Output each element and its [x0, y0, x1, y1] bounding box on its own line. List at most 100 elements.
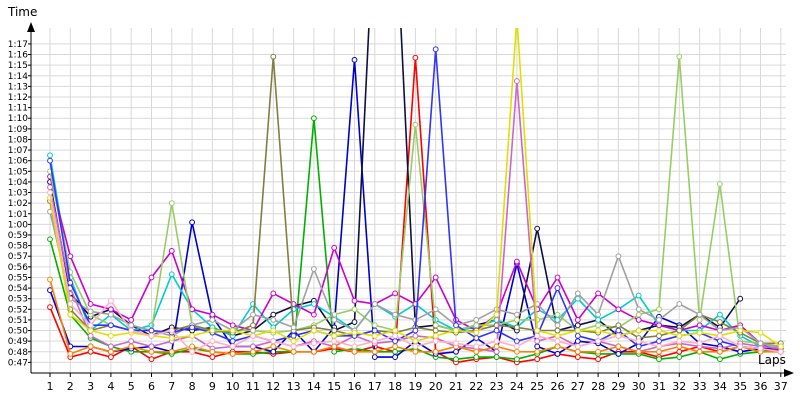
- data-point: [270, 317, 277, 323]
- y-tick-label: 1:16: [8, 51, 28, 61]
- data-point: [148, 332, 155, 339]
- data-point: [615, 343, 622, 350]
- data-point: [534, 348, 541, 355]
- data-point: [412, 343, 419, 350]
- data-point: [635, 317, 642, 323]
- data-point: [229, 343, 236, 350]
- y-tick-label: 0:53: [8, 295, 28, 305]
- y-tick-label: 0:48: [8, 348, 28, 358]
- data-point: [656, 343, 662, 350]
- data-point: [311, 327, 317, 334]
- y-tick-label: 0:59: [8, 231, 28, 241]
- y-tick-label: 0:54: [8, 284, 28, 294]
- y-tick-label: 0:52: [8, 305, 28, 315]
- data-point: [209, 338, 216, 345]
- x-tick-label: 14: [307, 380, 321, 393]
- data-point: [351, 348, 358, 355]
- x-tick-label: 31: [652, 380, 666, 393]
- data-point: [534, 332, 541, 339]
- data-point: [574, 327, 581, 334]
- data-point: [87, 308, 94, 315]
- x-tick-label: 22: [469, 380, 483, 393]
- data-point: [615, 253, 622, 260]
- data-point: [493, 354, 500, 360]
- data-point: [493, 327, 500, 334]
- data-point: [737, 295, 744, 302]
- data-point: [108, 306, 114, 313]
- data-point: [331, 338, 338, 345]
- data-point: [717, 181, 723, 187]
- data-point: [717, 348, 723, 355]
- data-point: [371, 332, 378, 339]
- data-point: [371, 322, 378, 329]
- data-point: [87, 343, 94, 350]
- data-point: [392, 354, 399, 360]
- data-point: [270, 290, 277, 297]
- data-point: [250, 343, 256, 350]
- data-point: [696, 311, 703, 318]
- y-tick-label: 0:51: [8, 316, 28, 326]
- data-point: [453, 340, 459, 347]
- data-point: [595, 322, 601, 329]
- data-point: [453, 322, 459, 329]
- y-tick-label: 1:15: [8, 61, 28, 71]
- data-point: [514, 78, 520, 84]
- data-point: [777, 343, 784, 350]
- data-point: [432, 46, 439, 53]
- data-point: [168, 327, 175, 334]
- data-point: [534, 338, 541, 345]
- data-point: [432, 322, 439, 329]
- data-point: [676, 327, 683, 334]
- data-point: [473, 317, 480, 323]
- data-point: [392, 290, 399, 297]
- data-point: [696, 329, 703, 336]
- y-tick-label: 1:13: [8, 82, 28, 92]
- x-tick-label: 4: [107, 380, 114, 393]
- data-point: [595, 356, 601, 363]
- data-point: [615, 322, 622, 329]
- data-point: [311, 311, 317, 318]
- data-point: [615, 350, 622, 357]
- x-tick-label: 2: [67, 380, 74, 393]
- data-point: [331, 332, 338, 339]
- y-tick-label: 0:57: [8, 252, 28, 262]
- data-point: [737, 327, 744, 334]
- x-tick-label: 16: [348, 380, 362, 393]
- y-tick-label: 1:04: [8, 178, 28, 188]
- data-point: [128, 338, 135, 345]
- y-tick-label: 1:12: [8, 93, 28, 103]
- data-point: [108, 297, 114, 304]
- data-point: [656, 356, 662, 363]
- data-point: [737, 343, 744, 350]
- data-point: [432, 274, 439, 281]
- data-point: [777, 348, 784, 355]
- data-point: [87, 332, 94, 339]
- data-point: [514, 338, 520, 345]
- data-point: [574, 354, 581, 360]
- data-point: [108, 332, 114, 339]
- data-point: [189, 332, 196, 339]
- data-point: [392, 311, 399, 318]
- data-point: [108, 343, 114, 350]
- data-point: [432, 332, 439, 339]
- data-point: [371, 301, 378, 307]
- data-point: [392, 332, 399, 339]
- x-tick-label: 6: [148, 380, 155, 393]
- y-axis-arrow: [27, 22, 35, 32]
- x-axis-arrow: [784, 369, 794, 377]
- data-point: [108, 354, 114, 360]
- data-point: [432, 327, 439, 334]
- data-point: [331, 244, 338, 251]
- data-point: [554, 274, 561, 281]
- x-tick-label: 37: [774, 380, 788, 393]
- data-point: [595, 348, 601, 355]
- data-point: [270, 343, 277, 350]
- data-point: [656, 306, 662, 313]
- data-point: [574, 348, 581, 355]
- data-point: [67, 253, 74, 260]
- data-point: [412, 332, 419, 339]
- data-point: [229, 327, 236, 334]
- data-point: [47, 157, 53, 164]
- series-14: [47, 189, 784, 355]
